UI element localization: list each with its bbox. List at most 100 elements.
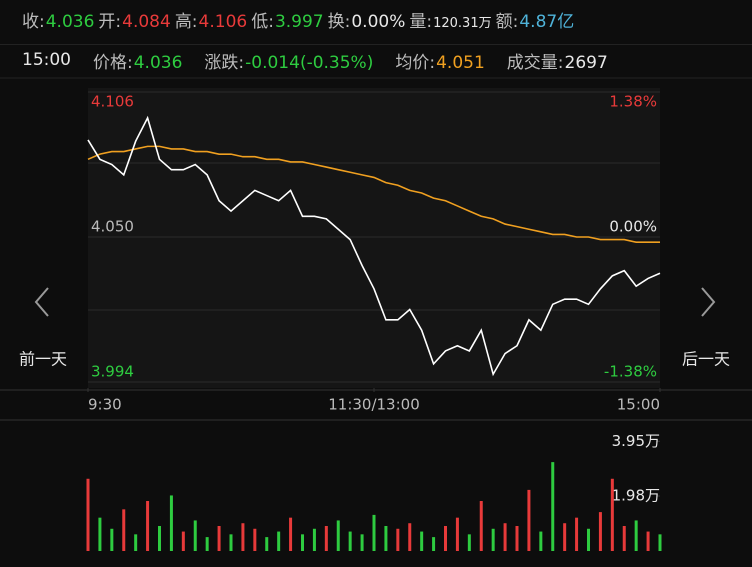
volume-bar xyxy=(158,526,161,551)
volume-bar xyxy=(408,523,412,551)
volume-bar xyxy=(491,528,495,551)
quote-item: 开:4.084 xyxy=(98,7,170,32)
volume-bar xyxy=(277,531,281,551)
volume-bar xyxy=(384,526,388,551)
x-tick-label: 11:30/13:00 xyxy=(328,396,420,414)
volume-bar xyxy=(348,531,352,551)
volume-bar xyxy=(432,537,436,551)
volume-bar xyxy=(205,537,209,551)
price-line xyxy=(87,145,660,243)
volume-bar xyxy=(336,520,340,551)
volume-bar xyxy=(563,523,567,551)
volume-bar xyxy=(372,514,376,551)
x-tick-label: 9:30 xyxy=(88,396,122,414)
volume-bar xyxy=(634,520,638,551)
volume-bar xyxy=(217,526,221,551)
volume-bar xyxy=(444,526,447,551)
volume-bar xyxy=(181,531,185,551)
quote-label: 均价: xyxy=(395,52,436,73)
prev-day[interactable]: 前一天 xyxy=(19,350,67,369)
volume-bar xyxy=(265,537,269,551)
volume-bar xyxy=(312,528,316,551)
volume-bar xyxy=(539,531,543,551)
quote-item: 涨跌:-0.014(-0.35%) xyxy=(204,48,373,73)
volume-bar xyxy=(587,528,590,551)
volume-bar xyxy=(396,528,400,551)
volume-bar xyxy=(98,517,102,551)
y-tick-label: 3.994 xyxy=(91,363,134,381)
quote-item: 收:4.036 xyxy=(22,7,94,32)
volume-bar xyxy=(479,501,483,551)
volume-bar xyxy=(503,523,507,551)
quote-value: 4.036 xyxy=(45,11,95,32)
quote-item: 15:00 xyxy=(22,50,71,70)
y-tick-label: 1.98万 xyxy=(612,487,660,505)
quote-label: 开: xyxy=(98,11,122,32)
volume-bar xyxy=(301,534,304,551)
volume-bar xyxy=(253,528,257,551)
quote-value: 4.87亿 xyxy=(519,11,575,32)
quote-value: 0.00% xyxy=(351,11,406,32)
quote-label: 高: xyxy=(174,11,198,32)
volume-bar xyxy=(229,534,233,551)
quote-value: 4.084 xyxy=(122,11,171,32)
y-tick-label: 4.050 xyxy=(91,218,134,236)
quote-value: 2697 xyxy=(564,52,608,73)
quote-label: 低: xyxy=(251,11,274,32)
quote-value: 120.31万 xyxy=(433,15,492,31)
quote-item: 价格:4.036 xyxy=(93,48,182,73)
quote-label: 成交量: xyxy=(506,52,564,73)
volume-bar xyxy=(146,501,150,551)
volume-bar xyxy=(86,478,90,551)
volume-bar xyxy=(527,489,531,551)
volume-bar xyxy=(598,512,602,551)
volume-bar xyxy=(646,531,650,551)
quote-label: 收: xyxy=(22,11,45,32)
quote-item: 均价:4.051 xyxy=(395,48,484,73)
quote-value: 4.106 xyxy=(198,11,248,32)
y-tick-label: 4.106 xyxy=(91,93,134,111)
y2-tick-label: -1.38% xyxy=(604,363,657,381)
quote-row: 收:4.036 开:4.084 高:4.106 低:3.997 换:0.00% 量:120… xyxy=(0,4,752,34)
y2-tick-label: 1.38% xyxy=(609,93,657,111)
volume-bar xyxy=(134,534,138,551)
quote-label: 价格: xyxy=(93,52,133,73)
quote-row: 15:00 价格:4.036 涨跌:-0.014(-0.35%) 均价:4.051 成交… xyxy=(0,44,752,75)
quote-value: 4.036 xyxy=(133,52,183,73)
volume-bar xyxy=(575,517,579,551)
volume-bar xyxy=(420,531,424,551)
volume-bar xyxy=(289,517,293,551)
quote-label: 额: xyxy=(495,11,519,32)
quote-label: 涨跌: xyxy=(204,52,245,73)
x-tick-label: 15:00 xyxy=(617,396,660,414)
volume-bar xyxy=(622,526,626,551)
quote-label: 量: xyxy=(409,11,433,32)
volume-bar xyxy=(515,526,519,551)
volume-bar xyxy=(122,509,126,551)
quote-label: 15:00 xyxy=(22,50,71,70)
volume-bar xyxy=(193,520,197,551)
plot-area xyxy=(88,88,660,388)
volume-bar xyxy=(110,528,114,551)
volume-bar xyxy=(658,534,662,551)
quote-value: 4.051 xyxy=(436,52,485,73)
quote-item: 低:3.997 xyxy=(251,7,323,32)
price-line xyxy=(87,115,661,377)
y2-tick-label: 0.00% xyxy=(609,218,657,236)
volume-bar xyxy=(455,517,459,551)
next-day[interactable]: 后一天 xyxy=(682,350,730,369)
quote-value: -0.014(-0.35%) xyxy=(245,52,374,73)
volume-bar xyxy=(610,478,614,551)
prev-arrow[interactable] xyxy=(34,287,49,317)
quote-item: 量:120.31万 xyxy=(409,7,491,32)
y-tick-label: 3.95万 xyxy=(612,432,660,450)
volume-bar xyxy=(551,462,555,551)
quote-item: 成交量:2697 xyxy=(507,48,608,73)
quote-item: 额:4.87亿 xyxy=(496,7,575,32)
volume-bar xyxy=(241,523,245,551)
volume-bar xyxy=(169,495,173,551)
quote-value: 3.997 xyxy=(274,11,324,32)
next-arrow[interactable] xyxy=(701,287,716,317)
